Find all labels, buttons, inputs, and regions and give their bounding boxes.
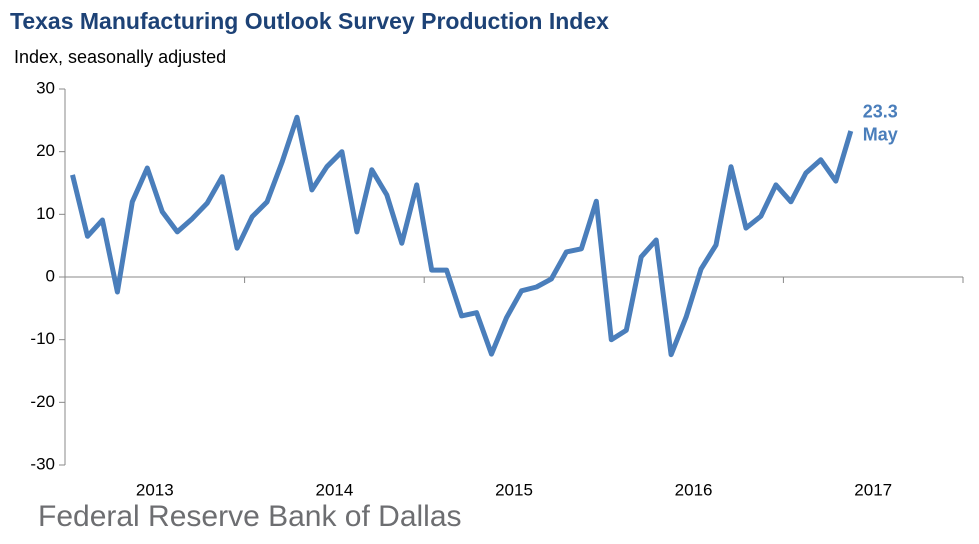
y-tick-label: -20 (30, 392, 55, 411)
x-tick-label: 2014 (315, 480, 353, 499)
y-tick-label: -30 (30, 454, 55, 473)
y-axis-label: Index, seasonally adjusted (14, 47, 226, 67)
source: Federal Reserve Bank of Dallas (38, 500, 462, 533)
end-annotation: May (863, 125, 898, 145)
chart-title: Texas Manufacturing Outlook Survey Produ… (10, 8, 609, 34)
y-tick-label: 0 (46, 266, 55, 285)
series-line (70, 114, 854, 358)
x-tick-label: 2017 (854, 480, 892, 499)
y-tick-label: -10 (30, 329, 55, 348)
x-tick-label: 2015 (495, 480, 533, 499)
x-tick-label: 2016 (675, 480, 713, 499)
y-tick-label: 10 (36, 204, 55, 223)
y-tick-label: 30 (36, 78, 55, 97)
end-value-label: 23.3 (863, 102, 898, 122)
y-tick-label: 20 (36, 141, 55, 160)
x-tick-label: 2013 (136, 480, 174, 499)
